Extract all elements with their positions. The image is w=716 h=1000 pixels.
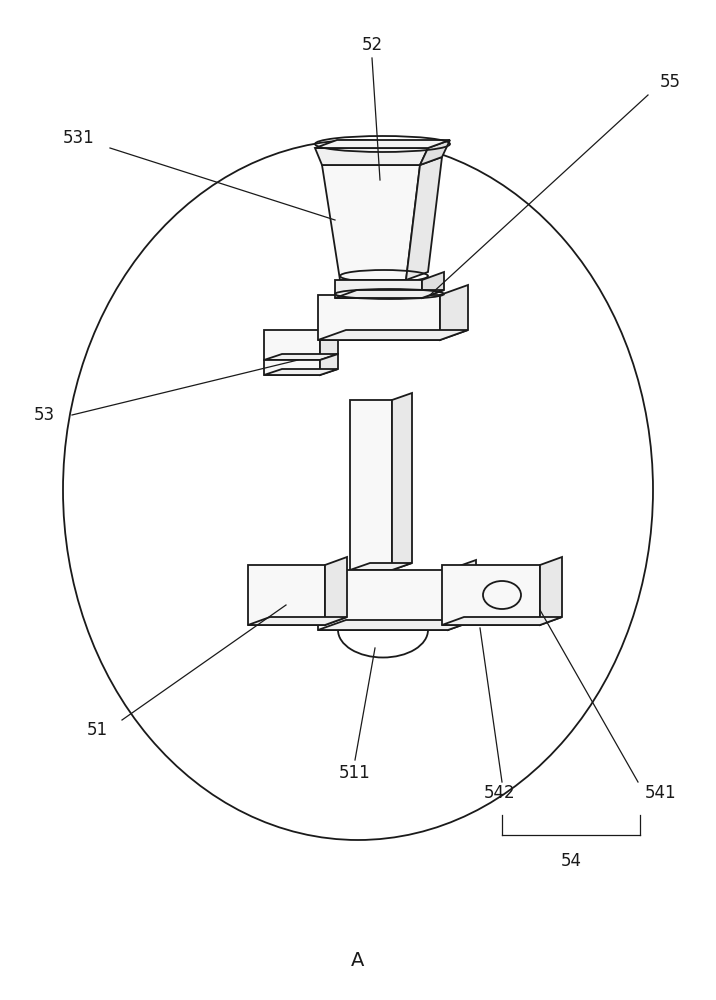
Polygon shape <box>325 557 347 625</box>
Polygon shape <box>318 570 448 630</box>
Polygon shape <box>540 557 562 625</box>
Polygon shape <box>350 400 392 570</box>
Polygon shape <box>264 360 320 375</box>
Polygon shape <box>318 620 476 630</box>
Polygon shape <box>320 354 338 375</box>
Polygon shape <box>264 354 338 360</box>
Text: 55: 55 <box>660 73 681 91</box>
Polygon shape <box>248 565 325 625</box>
Text: 54: 54 <box>561 852 581 870</box>
Polygon shape <box>420 140 450 165</box>
Polygon shape <box>442 565 540 625</box>
Polygon shape <box>350 563 412 570</box>
Text: A: A <box>352 950 364 970</box>
Polygon shape <box>448 560 476 630</box>
Polygon shape <box>406 157 442 280</box>
Polygon shape <box>264 330 320 360</box>
Text: 52: 52 <box>362 36 382 54</box>
Polygon shape <box>335 280 422 298</box>
Text: 541: 541 <box>645 784 677 802</box>
Polygon shape <box>322 165 420 280</box>
Polygon shape <box>318 295 440 340</box>
Polygon shape <box>318 330 468 340</box>
Polygon shape <box>315 148 428 165</box>
Text: 542: 542 <box>484 784 516 802</box>
Polygon shape <box>335 290 444 298</box>
Polygon shape <box>442 617 562 625</box>
Text: 531: 531 <box>63 129 95 147</box>
Polygon shape <box>248 617 347 625</box>
Polygon shape <box>392 393 412 570</box>
Polygon shape <box>315 140 450 148</box>
Text: 511: 511 <box>339 764 371 782</box>
Polygon shape <box>264 369 338 375</box>
Text: 51: 51 <box>87 721 108 739</box>
Polygon shape <box>320 324 338 360</box>
Text: 53: 53 <box>34 406 55 424</box>
Polygon shape <box>422 272 444 298</box>
Polygon shape <box>440 285 468 340</box>
